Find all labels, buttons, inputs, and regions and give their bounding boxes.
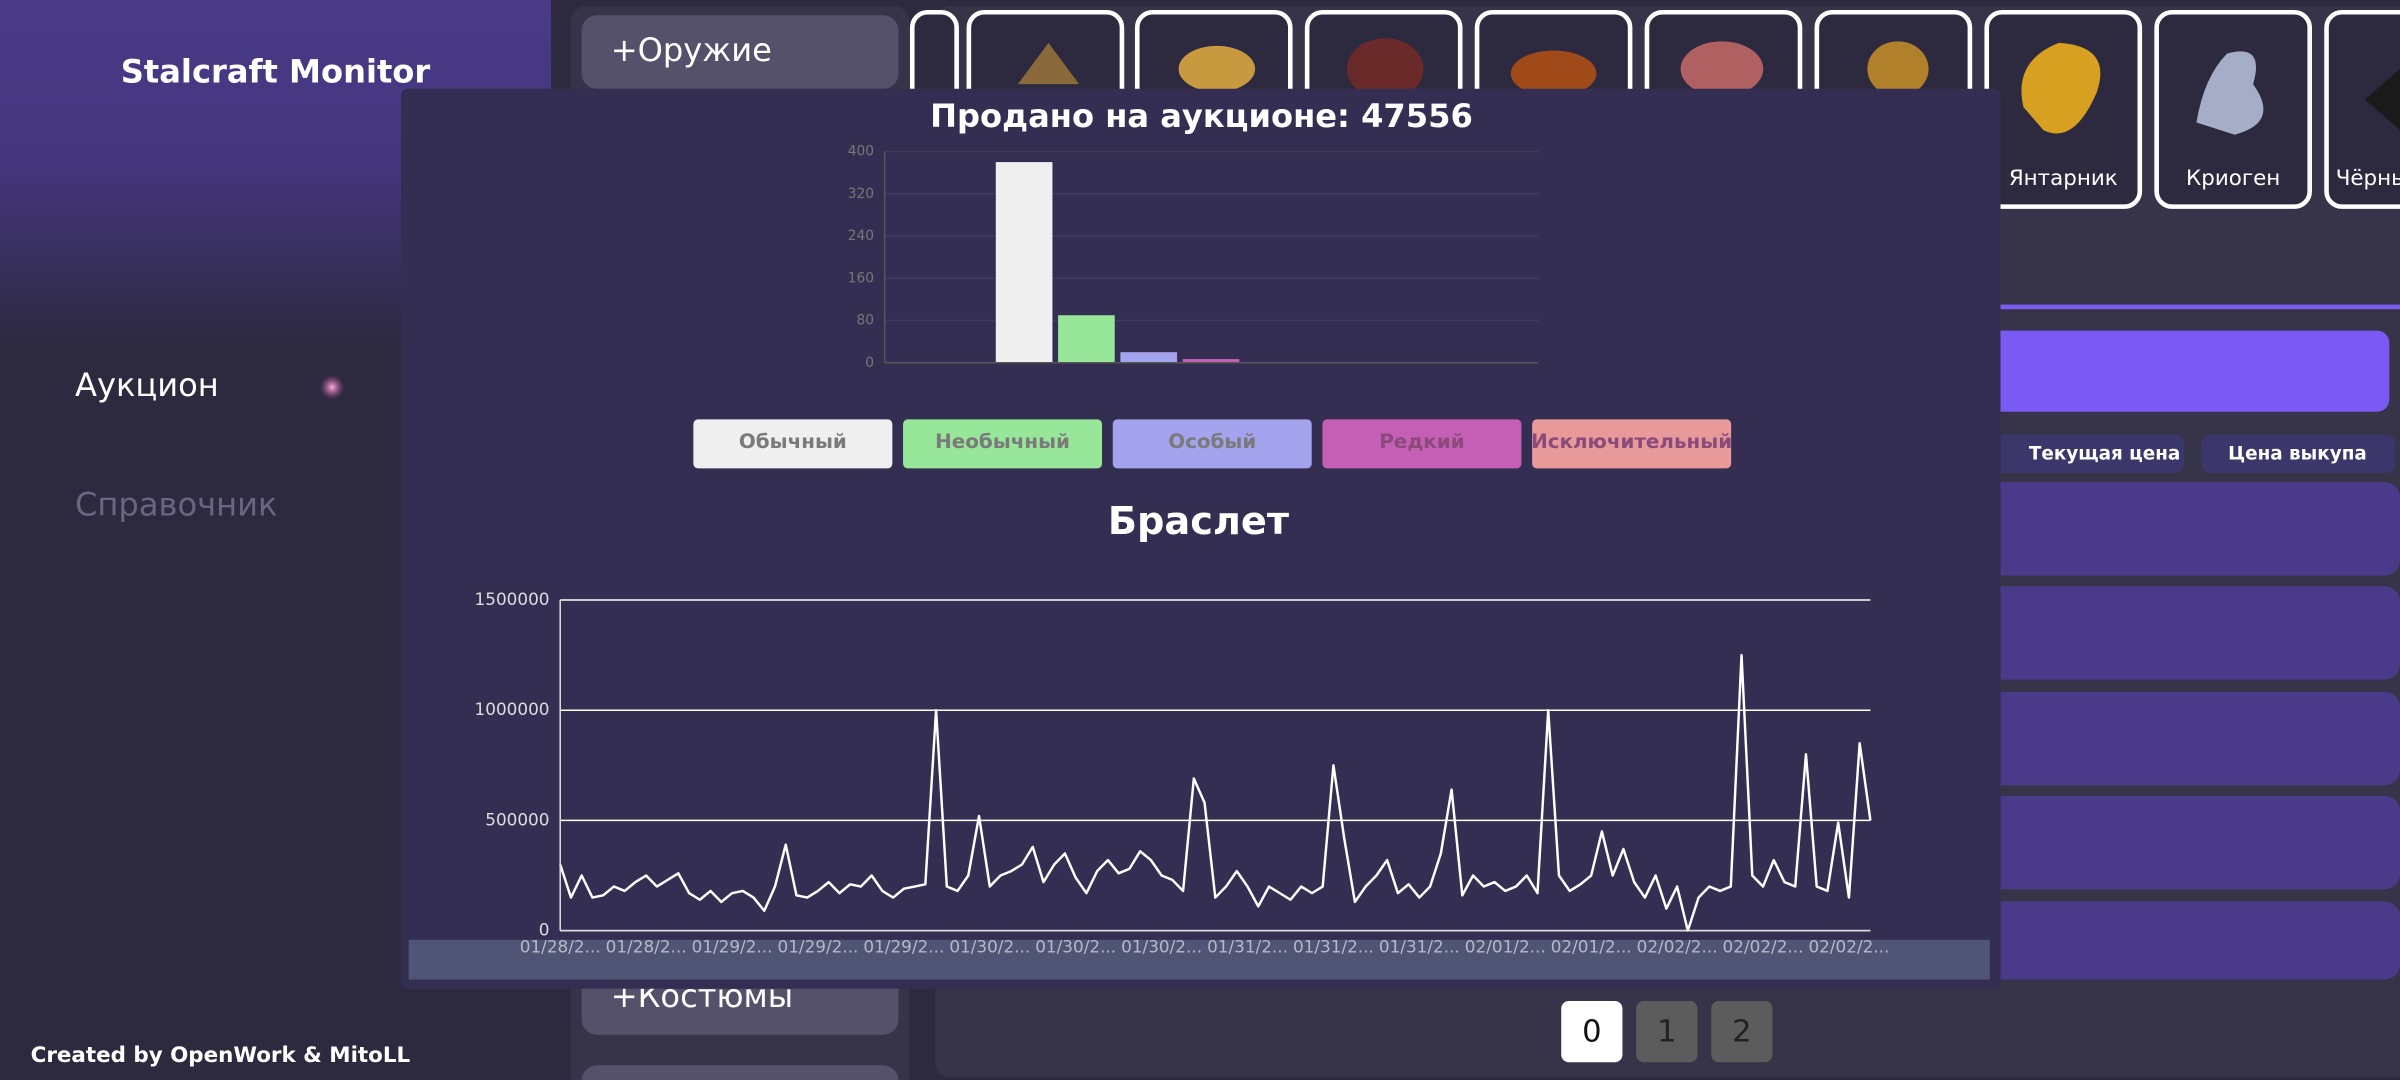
app-title: Stalcraft Monitor — [121, 52, 431, 90]
x-tick-label: 01/29/2... — [777, 936, 858, 956]
item-label: Янтарник — [2009, 166, 2118, 191]
y-tick-label: 160 — [848, 270, 874, 286]
category-button[interactable] — [581, 15, 899, 89]
page-label: 2 — [1732, 1015, 1751, 1050]
x-tick-label: 01/30/2... — [1035, 936, 1116, 956]
category-label: +Оружие — [611, 31, 772, 69]
item-icon — [1680, 41, 1764, 97]
x-tick-label: 01/31/2... — [1379, 936, 1460, 956]
page-button[interactable] — [1636, 1001, 1698, 1063]
y-tick-label: 1500000 — [475, 589, 550, 609]
bar — [1182, 359, 1240, 363]
x-tick-label: 01/31/2... — [1207, 936, 1288, 956]
item-icon — [2364, 68, 2400, 131]
x-tick-label: 02/01/2... — [1551, 936, 1632, 956]
header-chip[interactable] — [1989, 434, 2185, 473]
legend-label: Необычный — [935, 430, 1070, 453]
x-tick-label: 01/29/2... — [863, 936, 944, 956]
item-icon — [2021, 42, 2101, 134]
item-label: Криоген — [2186, 166, 2280, 191]
legend-button[interactable] — [1322, 419, 1522, 469]
legend-button[interactable] — [903, 419, 1103, 469]
x-tick-label: 01/31/2... — [1293, 936, 1374, 956]
divider — [2000, 304, 2400, 310]
header-label: Цена выкупа — [2228, 444, 2367, 465]
page-button[interactable] — [1561, 1001, 1623, 1063]
x-tick-label: 01/30/2... — [949, 936, 1030, 956]
legend-label: Исключительный — [1531, 430, 1732, 453]
table-row[interactable] — [1974, 586, 2400, 680]
search-button[interactable] — [1974, 330, 2390, 412]
x-tick-label: 02/02/2... — [1808, 936, 1889, 956]
page-label: 1 — [1657, 1015, 1676, 1050]
modal — [401, 88, 2001, 989]
x-tick-label: 01/29/2... — [692, 936, 773, 956]
x-tick-label: 02/01/2... — [1465, 936, 1546, 956]
line-chart-title: Браслет — [1108, 499, 1289, 544]
y-tick-label: 500000 — [485, 809, 549, 829]
legend-label: Особый — [1168, 430, 1256, 453]
price-line — [559, 653, 1872, 932]
x-tick-label: 01/28/2... — [606, 936, 687, 956]
bar-chart-title: Продано на аукционе: 47556 — [930, 97, 1473, 135]
x-tick-label: 01/30/2... — [1121, 936, 1202, 956]
range-navigator[interactable] — [408, 939, 1990, 980]
bar — [1058, 315, 1115, 363]
item-icon — [1178, 45, 1256, 92]
y-tick-label: 320 — [848, 186, 874, 202]
item-label: Чёрны — [2336, 166, 2400, 191]
active-dot — [319, 375, 345, 400]
y-tick-label: 0 — [865, 355, 874, 371]
legend-button[interactable] — [693, 419, 893, 469]
item-card[interactable] — [2324, 9, 2400, 209]
y-tick-label: 80 — [856, 313, 874, 329]
category-button[interactable] — [581, 1065, 899, 1080]
table-row[interactable] — [1974, 795, 2400, 890]
legend-button[interactable] — [1112, 419, 1312, 469]
y-tick-label: 400 — [848, 144, 874, 160]
item-icon — [1867, 41, 1929, 97]
table-row[interactable] — [1974, 482, 2400, 576]
x-tick-label: 02/02/2... — [1723, 936, 1804, 956]
table-row[interactable] — [1974, 691, 2400, 786]
charts: 0 80 160 240 320 400 Обычный Необычный Особый Ред… — [475, 144, 1890, 957]
nav-item[interactable]: Справочник — [75, 486, 277, 524]
y-tick-label: 1000000 — [475, 699, 550, 719]
item-icon — [1346, 38, 1424, 100]
item-icon — [1017, 42, 1080, 85]
y-tick-label: 0 — [539, 920, 550, 940]
bar — [1120, 352, 1178, 363]
x-tick-label: 01/28/2... — [520, 936, 601, 956]
page-label: 0 — [1582, 1015, 1601, 1050]
table-row[interactable] — [1974, 901, 2400, 980]
x-tick-label: 02/02/2... — [1637, 936, 1718, 956]
footer: Created by OpenWork & MitoLL — [31, 1043, 411, 1068]
page-button[interactable] — [1711, 1001, 1773, 1063]
nav-item[interactable]: Аукцион — [75, 366, 219, 404]
item-icon — [2196, 51, 2264, 135]
legend-button[interactable] — [1532, 419, 1732, 469]
legend-label: Обычный — [739, 430, 847, 453]
header-label: Текущая цена — [2029, 444, 2180, 465]
item-icon — [1510, 50, 1597, 97]
legend-label: Редкий — [1379, 430, 1464, 453]
header-chip[interactable] — [2201, 434, 2396, 473]
bar — [995, 162, 1053, 363]
y-tick-label: 240 — [848, 228, 874, 244]
